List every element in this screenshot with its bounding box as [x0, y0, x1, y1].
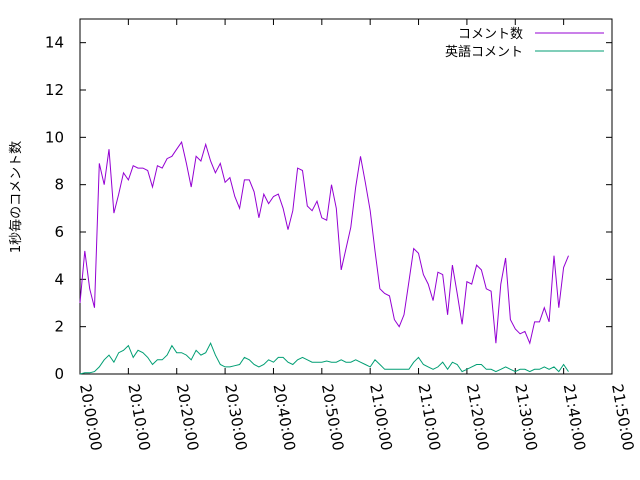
x-tick-label: 21:20:00: [463, 383, 492, 452]
plot-frame: [79, 18, 613, 375]
x-tick-label: 20:40:00: [270, 383, 299, 452]
x-tick-label: 20:10:00: [124, 383, 153, 452]
legend-label: 英語コメント: [445, 44, 523, 60]
y-axis-label: 1秒毎のコメント数: [8, 141, 24, 253]
y-axis: 0 2 4 6 8 10 12 14: [45, 34, 612, 383]
plot-area: [79, 18, 613, 375]
x-tick-label: 21:40:00: [560, 383, 589, 452]
series-line-2: [79, 342, 569, 375]
x-tick-label: 20:50:00: [318, 383, 347, 452]
y-tick-label: 8: [54, 176, 64, 194]
y-tick-label: 14: [45, 34, 64, 52]
legend-label: コメント数: [458, 27, 523, 42]
x-tick-label: 21:10:00: [415, 383, 444, 452]
y-tick-label: 2: [54, 318, 64, 336]
series-line-1: [79, 140, 569, 345]
y-tick-label: 0: [54, 365, 64, 383]
x-axis: 20:00:00 20:10:00 20:20:00 20:30:00 20:40:00…: [76, 19, 637, 452]
x-tick-label: 20:00:00: [76, 383, 105, 452]
y-tick-label: 10: [45, 128, 64, 146]
x-tick-label: 21:00:00: [366, 383, 395, 452]
y-tick-label: 4: [54, 270, 64, 288]
y-tick-label: 12: [45, 81, 64, 99]
y-tick-label: 6: [54, 223, 64, 241]
x-tick-label: 20:30:00: [221, 383, 250, 452]
x-tick-label: 20:20:00: [173, 383, 202, 452]
x-tick-label: 21:30:00: [511, 383, 540, 452]
series-lines: [79, 140, 569, 375]
x-tick-label: 21:50:00: [608, 383, 637, 452]
